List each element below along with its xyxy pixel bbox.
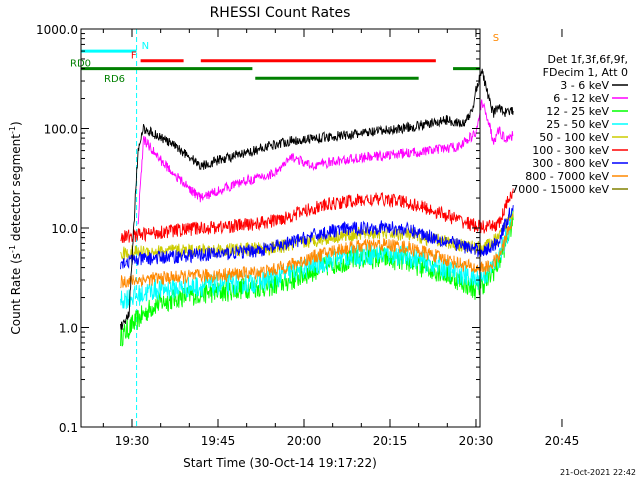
legend-header-line-2: FDecim 1, Att 0 [543,66,628,79]
x-axis-ticks: 19:30 19:45 20:00 20:15 20:30 20:45 [102,29,580,448]
series-line-4 [120,210,514,261]
legend-entry-label: 25 - 50 keV [546,118,609,131]
y-tick-label: 10.0 [51,222,78,236]
x-tick-label: 20:30 [459,434,494,448]
y-axis-ticks: 0.1 1.0 10.0 100.0 1000.0 [36,23,480,435]
x-axis-label: Start Time (30-Oct-14 19:17:22) [183,456,377,470]
series-line-7 [120,213,514,289]
x-tick-label: 19:45 [201,434,236,448]
series-line-0 [120,68,514,330]
x-tick-label: 20:15 [373,434,408,448]
legend-entry-label: 7000 - 15000 keV [511,183,609,196]
flag-label-rd6: RD6 [104,74,125,85]
series-lines [120,68,514,347]
x-tick-label: 20:00 [287,434,322,448]
chart-title: RHESSI Count Rates [210,5,351,21]
flag-label-n: N [142,41,149,52]
x-tick-label: 20:45 [545,434,580,448]
legend-header-line-1: Det 1f,3f,6f,9f, [547,53,628,66]
y-tick-label: 0.1 [59,421,78,435]
y-tick-label: 100.0 [44,123,78,137]
series-line-6 [120,205,514,270]
series-line-1 [137,99,514,225]
y-axis-label: Count Rate (s-1 detector segment-1) [8,121,23,334]
x-tick-label: 19:30 [115,434,150,448]
y-tick-label: 1000.0 [36,23,78,37]
y-tick-label: 1.0 [59,322,78,336]
series-line-5 [120,188,514,243]
legend-entry-label: 300 - 800 keV [532,157,609,170]
legend-entry-label: 6 - 12 keV [553,92,609,105]
legend-entry-label: 12 - 25 keV [546,105,609,118]
flag-label-f: F [131,51,137,62]
legend: Det 1f,3f,6f,9f, FDecim 1, Att 0 3 - 6 k… [511,53,628,196]
legend-entry-label: 3 - 6 keV [560,79,609,92]
legend-entry-label: 50 - 100 keV [539,131,609,144]
footer-timestamp: 21-Oct-2021 22:42 [560,468,636,477]
flag-label-s: S [493,33,499,44]
legend-entry-label: 800 - 7000 keV [525,170,609,183]
legend-entry-label: 100 - 300 keV [532,144,609,157]
